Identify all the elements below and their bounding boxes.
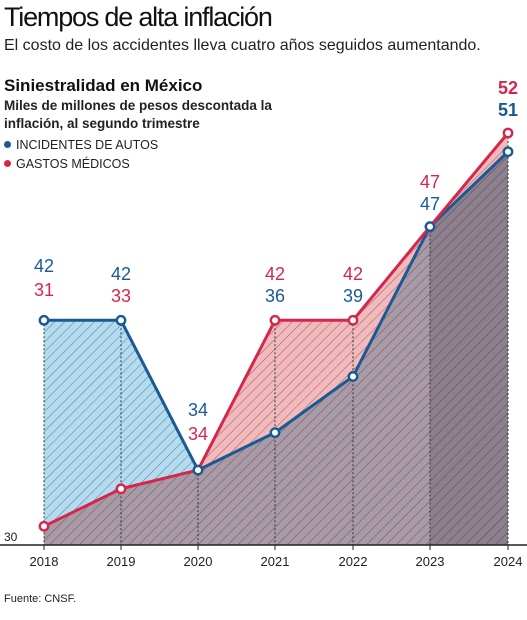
point-autos-2023 [424, 221, 436, 233]
data-label-autos-2019: 42 [111, 264, 131, 284]
point-autos-2024 [502, 146, 514, 158]
y-tick-label-30: 30 [4, 530, 18, 544]
data-label-autos-2018: 42 [34, 256, 54, 276]
x-tick-label-2019: 2019 [107, 554, 136, 569]
chart-subtitle: Miles de millones de pesos descontada la… [4, 98, 272, 131]
data-label-medicos-2018: 31 [34, 280, 54, 300]
legend-item-autos: INCIDENTES DE AUTOS [4, 135, 158, 154]
point-autos-2019 [115, 314, 127, 326]
x-tick-label-2022: 2022 [339, 554, 368, 569]
x-tick-label-2018: 2018 [30, 554, 59, 569]
data-label-autos-2021: 36 [265, 286, 285, 306]
source-note: Fuente: CNSF. [4, 593, 77, 605]
legend-dot-medicos [4, 160, 11, 167]
data-label-autos-2024: 51 [498, 100, 518, 120]
point-autos-2022 [347, 371, 359, 382]
legend: INCIDENTES DE AUTOS GASTOS MÉDICOS [4, 135, 158, 173]
point-medicos-2024 [502, 127, 514, 139]
legend-label-medicos: GASTOS MÉDICOS [16, 156, 130, 171]
data-label-medicos-2023: 47 [420, 172, 440, 192]
legend-dot-autos [4, 141, 11, 148]
point-autos-2018 [38, 314, 50, 326]
data-label-autos-2022: 39 [343, 286, 363, 306]
point-medicos-2019 [115, 483, 127, 495]
data-label-medicos-2022: 42 [343, 264, 363, 284]
point-medicos-2022 [347, 314, 359, 326]
data-label-medicos-2019: 33 [111, 286, 131, 306]
subheadline: El costo de los accidentes lleva cuatro … [4, 37, 481, 54]
chart-title: Siniestralidad en México [4, 76, 203, 95]
point-autos-2020 [192, 464, 204, 476]
x-tick-label-2024: 2024 [494, 554, 523, 569]
hatch-pattern [44, 133, 508, 545]
legend-label-autos: INCIDENTES DE AUTOS [16, 137, 159, 152]
data-label-medicos-2024: 52 [498, 78, 518, 98]
x-tick-label-2023: 2023 [416, 554, 445, 569]
headline: Tiempos de alta inflación [4, 2, 273, 32]
x-tick-label-2021: 2021 [261, 554, 290, 569]
legend-item-medicos: GASTOS MÉDICOS [4, 154, 158, 173]
data-label-medicos-2021: 42 [265, 264, 285, 284]
point-medicos-2021 [269, 314, 281, 326]
point-autos-2021 [269, 427, 281, 439]
x-axis: 2018 2019 2020 2021 2022 2023 2024 30 [0, 530, 527, 569]
data-label-autos-2023: 47 [420, 194, 440, 214]
series-points [38, 127, 514, 532]
x-tick-label-2020: 2020 [184, 554, 213, 569]
point-medicos-2018 [38, 520, 50, 532]
hatch-overlay [44, 133, 508, 545]
data-label-autos-2020: 34 [188, 400, 208, 420]
data-label-medicos-2020: 34 [188, 424, 208, 444]
